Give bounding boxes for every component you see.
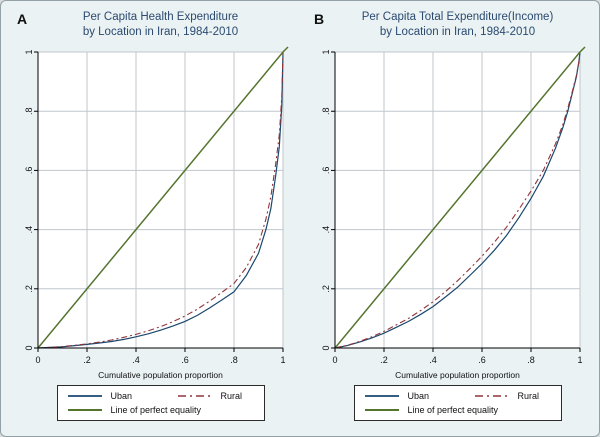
panel-b-title-line1: Per Capita Total Expenditure(Income) — [361, 11, 554, 23]
panel-b: B Per Capita Total Expenditure(Income) b… — [300, 3, 597, 434]
panel-a-letter: A — [17, 11, 28, 27]
panel-a-title-line2: by Location in Iran, 1984-2010 — [82, 25, 239, 38]
panel-a: A Per Capita Health Expenditure by Locat… — [3, 3, 300, 434]
legend-label-rural: Rural — [220, 391, 243, 402]
svg-text:.6: .6 — [478, 355, 486, 365]
svg-text:.6: .6 — [181, 355, 189, 365]
svg-text:0: 0 — [24, 346, 34, 351]
urban-line-swatch — [67, 395, 102, 398]
svg-text:.4: .4 — [132, 355, 140, 365]
svg-text:0: 0 — [332, 355, 337, 365]
svg-text:.4: .4 — [429, 355, 437, 365]
svg-text:.6: .6 — [24, 167, 34, 175]
panel-a-title: Per Capita Health Expenditure by Locatio… — [38, 10, 283, 39]
equality-line-swatch — [67, 409, 102, 412]
svg-text:.2: .2 — [83, 355, 91, 365]
legend-label-urban: Uban — [407, 391, 430, 402]
svg-text:1: 1 — [577, 355, 582, 365]
svg-text:0: 0 — [321, 346, 331, 351]
svg-text:.6: .6 — [321, 167, 331, 175]
panel-a-title-line1: Per Capita Health Expenditure — [82, 11, 239, 23]
panel-b-plot: 00 .2 .2 .4 .4 .6 .6 .8 .8 1 1 — [321, 46, 586, 365]
svg-text:.8: .8 — [230, 355, 238, 365]
panel-a-legend: Uban Rural Line of perfect equality — [56, 385, 265, 422]
svg-text:.2: .2 — [321, 285, 331, 293]
panel-b-x-axis-label: Cumulative population proportion — [395, 370, 520, 381]
panel-b-legend-wrap: Uban Rural Line of perfect equality — [335, 385, 580, 422]
svg-text:.8: .8 — [24, 108, 34, 116]
panel-a-plot: 00 .2 .2 .4 .4 .6 .6 .8 .8 1 1 — [24, 46, 289, 365]
equality-line-swatch — [364, 409, 399, 412]
svg-text:1: 1 — [24, 50, 34, 55]
legend-label-equality: Line of perfect equality — [110, 405, 202, 416]
svg-text:.4: .4 — [321, 226, 331, 234]
svg-text:.8: .8 — [321, 108, 331, 116]
panel-a-x-axis-label: Cumulative population proportion — [98, 370, 223, 381]
legend-label-rural: Rural — [517, 391, 540, 402]
rural-line-swatch — [474, 395, 509, 398]
svg-text:0: 0 — [35, 355, 40, 365]
panel-b-title: Per Capita Total Expenditure(Income) by … — [335, 10, 580, 39]
legend-label-equality: Line of perfect equality — [407, 405, 499, 416]
rural-line-swatch — [177, 395, 212, 398]
panel-b-title-line2: by Location in Iran, 1984-2010 — [379, 25, 536, 38]
svg-text:.2: .2 — [24, 285, 34, 293]
svg-text:.8: .8 — [527, 355, 535, 365]
svg-text:1: 1 — [321, 50, 331, 55]
svg-text:1: 1 — [280, 355, 285, 365]
svg-text:.2: .2 — [380, 355, 388, 365]
svg-text:.4: .4 — [24, 226, 34, 234]
panel-b-legend: Uban Rural Line of perfect equality — [353, 385, 562, 422]
legend-label-urban: Uban — [110, 391, 133, 402]
urban-line-swatch — [364, 395, 399, 398]
panel-b-letter: B — [314, 11, 325, 27]
panel-a-legend-wrap: Uban Rural Line of perfect equality — [38, 385, 283, 422]
